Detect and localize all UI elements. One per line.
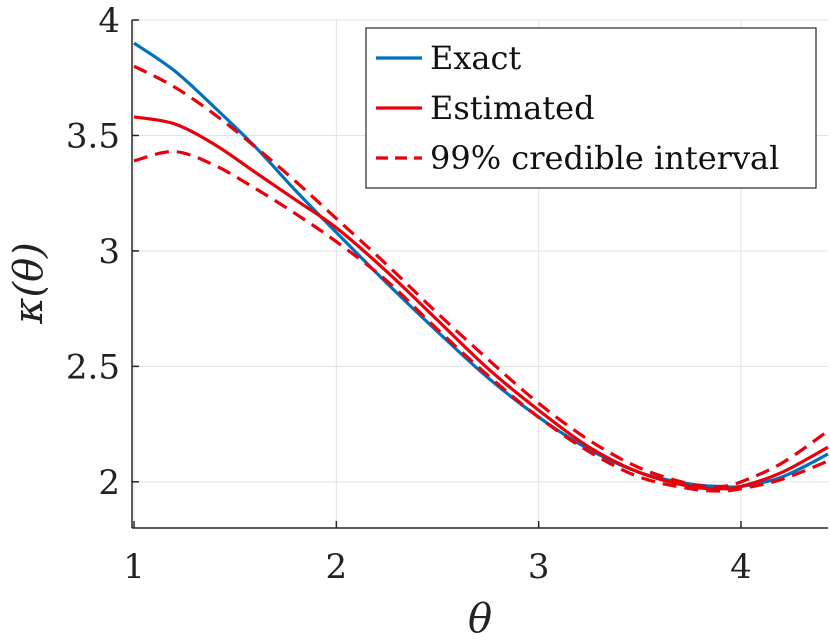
x-tick-label-0: 1 <box>123 547 145 587</box>
x-axis-label: θ <box>468 596 492 642</box>
legend: Exact Estimated 99% credible interval <box>365 27 817 189</box>
y-tick-label-1: 2.5 <box>66 347 120 387</box>
axes <box>131 19 828 529</box>
y-tick-label-0: 2 <box>98 463 120 503</box>
y-tick-label-4: 4 <box>98 1 120 41</box>
x-tick-label-2: 3 <box>528 547 550 587</box>
legend-label-2: 99% credible interval <box>430 139 779 177</box>
y-axis-label: κ(θ) <box>6 242 52 325</box>
legend-label-0: Exact <box>430 39 521 77</box>
plot-series <box>133 41 829 493</box>
legend-label-1: Estimated <box>430 89 595 127</box>
x-tick-label-3: 4 <box>730 547 752 587</box>
series-line-3 <box>133 150 829 493</box>
legend-box <box>365 27 817 189</box>
series-line-1 <box>133 115 829 491</box>
y-tick-label-3: 3.5 <box>66 116 120 156</box>
tick-labels: 1 2 3 4 2 2.5 3 3.5 4 <box>66 1 752 587</box>
series-line-2 <box>133 64 829 489</box>
x-tick-label-1: 2 <box>326 547 348 587</box>
y-tick-label-2: 3 <box>98 232 120 272</box>
